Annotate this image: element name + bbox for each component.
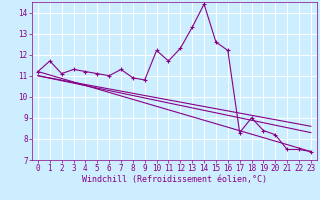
X-axis label: Windchill (Refroidissement éolien,°C): Windchill (Refroidissement éolien,°C): [82, 175, 267, 184]
